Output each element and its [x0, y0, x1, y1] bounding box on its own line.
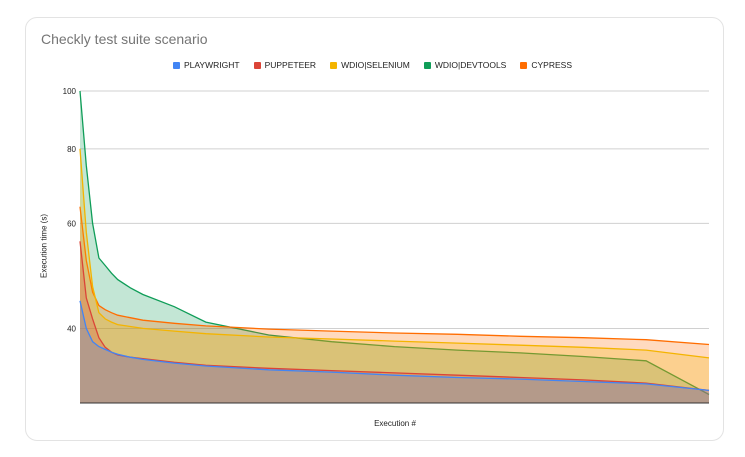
- y-tick-label-60: 60: [67, 219, 76, 228]
- y-tick-label-100: 100: [63, 87, 77, 96]
- chart-title: Checkly test suite scenario: [41, 31, 208, 47]
- chart-card: [25, 17, 724, 441]
- line-wdio-selenium: [79, 148, 710, 359]
- area-wdio-selenium: [80, 148, 709, 403]
- line-cypress: [79, 206, 710, 346]
- legend-swatch-wdio-selenium: [330, 61, 338, 69]
- legend-label-puppeteer: PUPPETEER: [264, 60, 317, 70]
- area-cypress: [80, 206, 709, 403]
- area-playwright: [80, 300, 709, 403]
- legend-item-playwright: PLAYWRIGHT: [173, 60, 240, 70]
- line-playwright: [79, 300, 710, 392]
- area-wdio-devtools: [80, 91, 709, 403]
- legend: PLAYWRIGHT PUPPETEER WDIO|SELENIUM WDIO|DEV…: [0, 60, 745, 70]
- legend-item-cypress: CYPRESS: [520, 60, 572, 70]
- legend-label-wdio-selenium: WDIO|SELENIUM: [341, 60, 410, 70]
- y-tick-label-40: 40: [67, 324, 76, 333]
- area-puppeteer: [80, 241, 709, 403]
- legend-swatch-playwright: [173, 61, 180, 69]
- legend-label-wdio-devtools: WDIO|DEVTOOLS: [434, 60, 507, 70]
- x-axis-label: Execution #: [374, 419, 416, 428]
- legend-item-puppeteer: PUPPETEER: [253, 60, 317, 70]
- line-puppeteer: [79, 241, 710, 392]
- legend-label-cypress: CYPRESS: [531, 60, 572, 70]
- legend-swatch-cypress: [520, 61, 528, 69]
- legend-label-playwright: PLAYWRIGHT: [184, 60, 240, 70]
- legend-item-wdio-devtools: WDIO|DEVTOOLS: [423, 60, 507, 70]
- line-wdio-devtools: [79, 90, 710, 396]
- legend-swatch-wdio-devtools: [423, 61, 431, 69]
- legend-item-wdio-selenium: WDIO|SELENIUM: [330, 60, 410, 70]
- y-tick-label-80: 80: [67, 145, 76, 154]
- legend-swatch-puppeteer: [253, 61, 261, 69]
